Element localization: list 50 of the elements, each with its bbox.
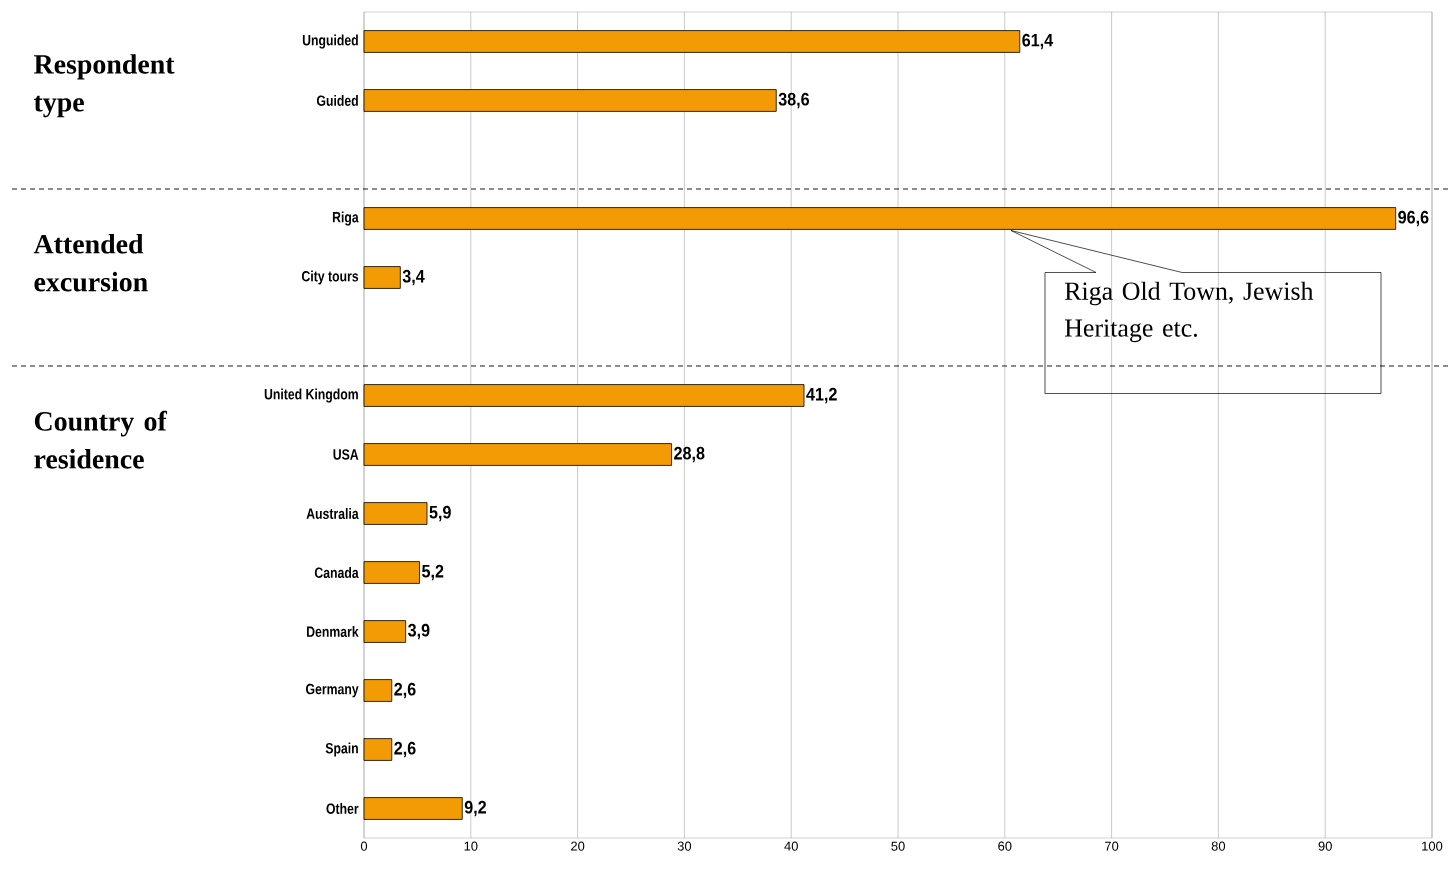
bar <box>363 561 420 584</box>
y-tick-label: Guided <box>316 95 358 106</box>
y-tick-label: Germany <box>306 683 359 698</box>
x-tick-label: 0 <box>360 841 368 851</box>
data-label: 2,6 <box>394 682 416 699</box>
data-label: 61,4 <box>1022 33 1054 50</box>
y-tick-label: City tours <box>301 270 359 285</box>
x-tick-label: 90 <box>1318 841 1332 851</box>
data-label: 3,4 <box>402 269 425 286</box>
data-label: 96,6 <box>1398 210 1429 227</box>
bar <box>363 797 463 820</box>
y-tick-label: Other <box>326 803 359 814</box>
bar <box>363 679 393 702</box>
bar <box>363 30 1021 53</box>
x-tick-label: 70 <box>1105 841 1119 851</box>
bar <box>363 620 407 643</box>
data-label: 2,6 <box>394 741 416 758</box>
text: Attended excursion <box>33 233 148 292</box>
y-tick-label: Unguided <box>302 34 358 49</box>
x-tick-label: 60 <box>998 841 1012 851</box>
data-label: 9,2 <box>464 800 487 817</box>
bar <box>363 502 428 525</box>
annotation: Riga Old Town, Jewish Heritage etc. <box>1064 281 1314 343</box>
x-tick-label: 100 <box>1422 841 1443 851</box>
y-tick-label: Australia <box>306 508 359 519</box>
data-label: 41,2 <box>806 387 837 404</box>
x-tick-label: 30 <box>677 841 692 851</box>
x-tick-label: 50 <box>891 841 905 851</box>
x-tick-label: 80 <box>1211 841 1226 851</box>
text: Respondent type <box>33 54 175 118</box>
y-tick-label: Denmark <box>307 626 359 637</box>
bar <box>363 443 672 466</box>
y-tick-label: USA <box>333 449 359 460</box>
bar <box>363 384 805 407</box>
x-tick-label: 10 <box>464 841 478 851</box>
data-label: 3,9 <box>408 623 430 640</box>
bar <box>363 738 393 761</box>
data-label: 5,9 <box>429 505 451 522</box>
data-label: 28,8 <box>674 446 705 463</box>
data-label: 5,2 <box>422 564 444 581</box>
y-tick-label: Spain <box>325 742 358 757</box>
y-tick-label: Canada <box>314 567 359 578</box>
y-tick-label: United Kingdom <box>264 388 358 403</box>
bar <box>363 266 401 289</box>
bar <box>363 89 777 112</box>
text: Country of residence <box>34 410 168 469</box>
x-tick-label: 40 <box>784 841 798 851</box>
y-tick-label: Riga <box>332 211 359 226</box>
x-tick-label: 20 <box>571 841 585 851</box>
data-label: 38,6 <box>778 92 810 109</box>
